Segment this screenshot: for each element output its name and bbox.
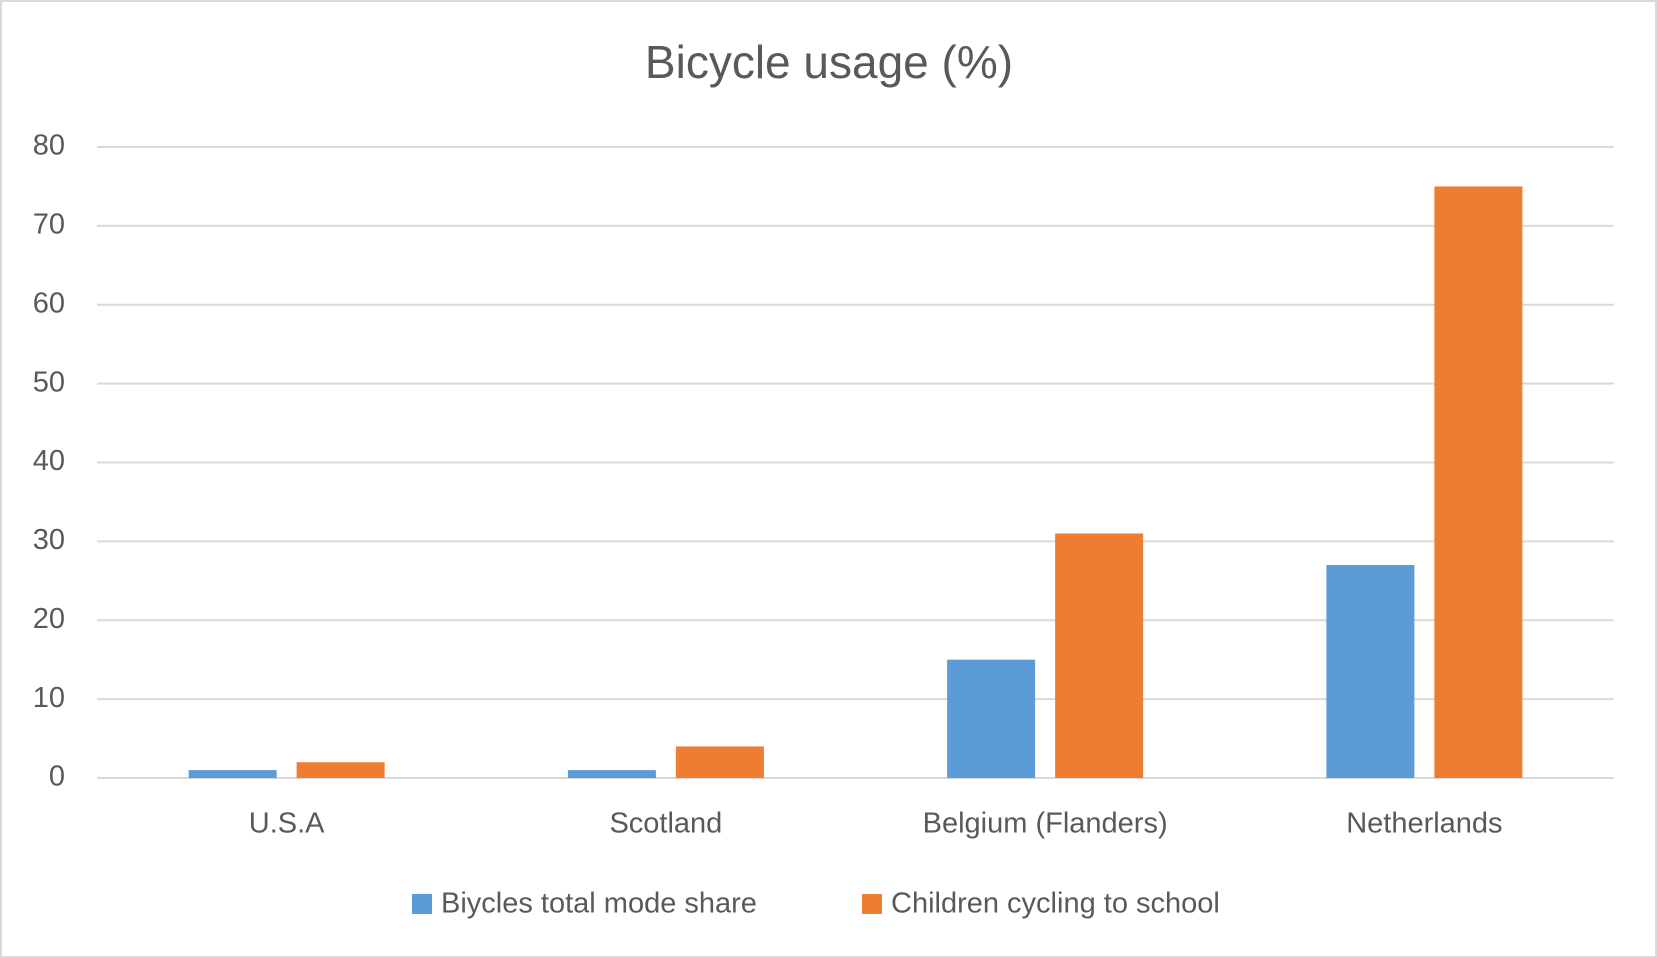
legend-swatch: [862, 894, 882, 914]
y-tick-label: 40: [33, 445, 65, 477]
y-tick-label: 50: [33, 366, 65, 398]
y-tick-label: 10: [33, 682, 65, 714]
bar: [567, 770, 656, 778]
y-tick-label: 60: [33, 287, 65, 319]
x-tick-label: Netherlands: [1346, 808, 1502, 840]
bar: [675, 746, 764, 778]
x-tick-label: Belgium (Flanders): [923, 808, 1168, 840]
chart-title: Bicycle usage (%): [645, 36, 1013, 88]
bar: [296, 762, 385, 778]
bar: [1326, 565, 1415, 778]
y-tick-label: 80: [33, 130, 65, 162]
legend-label: Biycles total mode share: [441, 888, 757, 920]
bar: [1434, 186, 1523, 778]
bar: [947, 659, 1036, 778]
y-tick-label: 30: [33, 524, 65, 556]
y-tick-label: 70: [33, 209, 65, 241]
y-tick-label: 20: [33, 603, 65, 635]
x-tick-label: U.S.A: [249, 808, 325, 840]
x-tick-label: Scotland: [609, 808, 722, 840]
bar: [1055, 533, 1144, 778]
y-tick-label: 0: [49, 761, 65, 793]
legend-label: Children cycling to school: [891, 888, 1220, 920]
legend-swatch: [412, 894, 432, 914]
bar: [188, 770, 277, 778]
